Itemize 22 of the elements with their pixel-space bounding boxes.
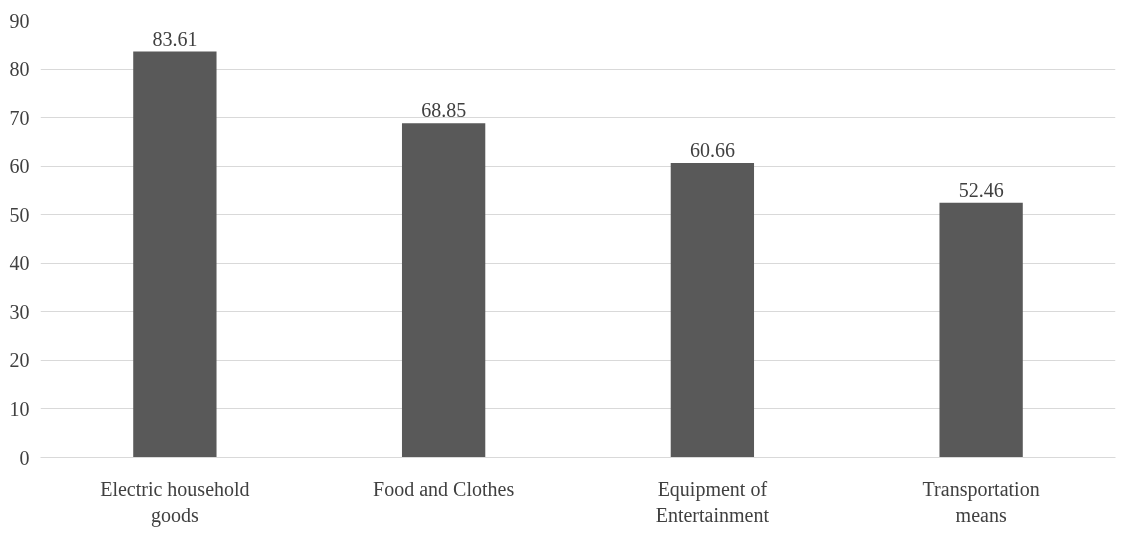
data-label: 60.66 bbox=[689, 138, 735, 161]
y-tick-label: 50 bbox=[9, 203, 30, 226]
x-tick-label: Electric household goods bbox=[100, 477, 250, 527]
y-tick-label: 0 bbox=[19, 446, 30, 469]
y-tick-label: 80 bbox=[9, 58, 30, 81]
bar bbox=[401, 123, 486, 458]
x-tick-label: Food and Clothes bbox=[373, 477, 515, 500]
y-tick-label: 40 bbox=[9, 252, 30, 275]
bar bbox=[670, 162, 755, 458]
y-tick-label: 20 bbox=[9, 349, 30, 372]
y-tick-label: 60 bbox=[9, 155, 30, 178]
bar bbox=[133, 51, 217, 458]
x-tick-label: Equipment of Entertainment bbox=[655, 477, 770, 526]
y-tick-label: 30 bbox=[9, 300, 30, 323]
data-label: 68.85 bbox=[421, 99, 467, 122]
data-label: 83.61 bbox=[152, 27, 198, 50]
data-label: 52.46 bbox=[958, 178, 1004, 201]
y-tick-label: 70 bbox=[9, 106, 30, 129]
y-tick-label: 10 bbox=[9, 397, 30, 420]
x-tick-label: Transportation means bbox=[922, 477, 1040, 526]
y-tick-label: 90 bbox=[9, 9, 30, 32]
bar bbox=[939, 202, 1023, 458]
